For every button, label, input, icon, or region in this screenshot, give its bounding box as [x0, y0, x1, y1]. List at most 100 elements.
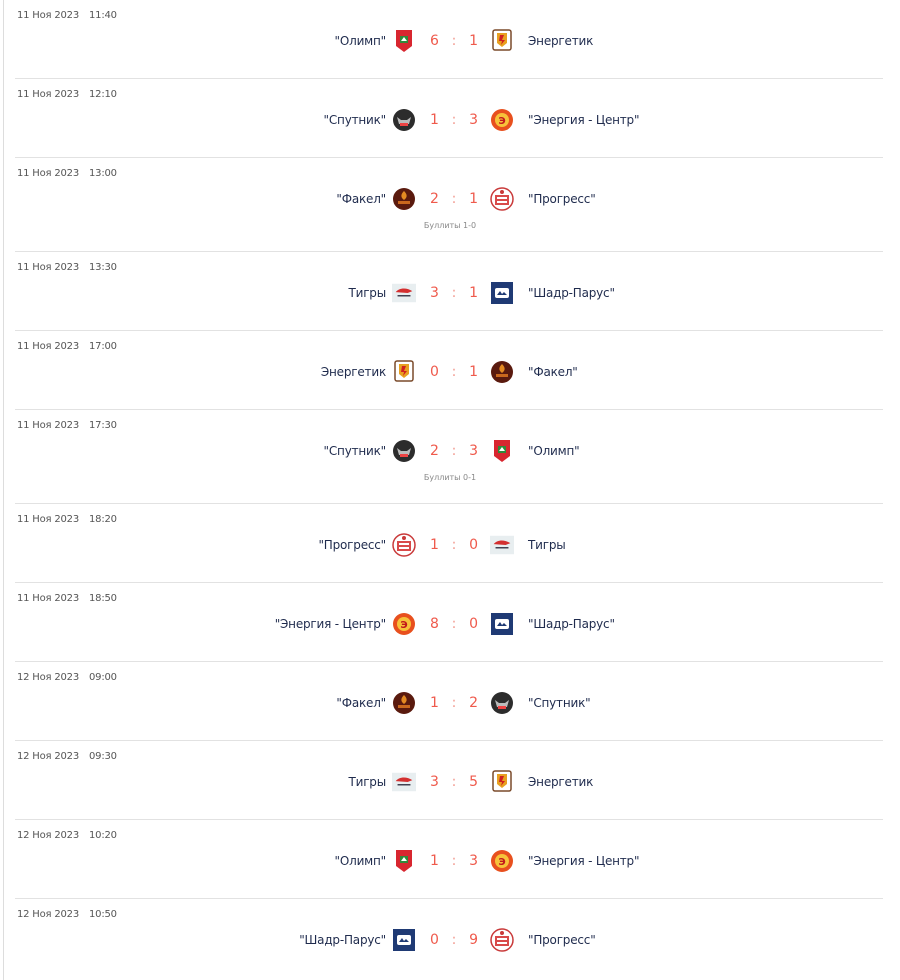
match-row[interactable]: 11 Ноя 2023 13:30 Тигры 3 : 1 "Шадр-Парус…: [15, 252, 883, 331]
away-team-name[interactable]: "Шадр-Парус": [528, 617, 615, 631]
match-date: 11 Ноя 2023: [17, 593, 79, 604]
away-team-name[interactable]: "Прогресс": [528, 933, 596, 947]
progress-logo-icon: [392, 533, 416, 557]
home-team-name[interactable]: Тигры: [348, 286, 386, 300]
away-score: 3: [469, 443, 478, 459]
away-team-name[interactable]: "Шадр-Парус": [528, 286, 615, 300]
match-time: 13:00: [89, 168, 117, 179]
svg-text:Э: Э: [498, 857, 505, 868]
match-time: 12:10: [89, 89, 117, 100]
match-row[interactable]: 12 Ноя 2023 10:50 "Шадр-Парус" 0 : 9 "Про…: [15, 899, 883, 977]
match-time: 18:20: [89, 514, 117, 525]
home-score: 3: [430, 285, 439, 301]
match-line: "Олимп" 1 : 3 Э "Энергия - Центр": [0, 849, 900, 873]
energetik-logo-icon: [490, 770, 514, 794]
match-datetime: 11 Ноя 2023 11:40: [17, 10, 117, 21]
match-date: 11 Ноя 2023: [17, 168, 79, 179]
progress-logo-icon: [490, 187, 514, 211]
match-score: 0 : 9: [424, 932, 484, 948]
away-score: 3: [469, 853, 478, 869]
shootout-result: Буллиты 1-0: [423, 221, 477, 230]
match-date: 12 Ноя 2023: [17, 909, 79, 920]
home-team-name[interactable]: "Олимп": [334, 34, 387, 48]
home-team-name[interactable]: "Спутник": [323, 444, 387, 458]
shadr-logo-icon: [490, 281, 514, 305]
match-time: 13:30: [89, 262, 117, 273]
away-team-name[interactable]: "Прогресс": [528, 192, 596, 206]
home-team-name[interactable]: "Олимп": [334, 854, 387, 868]
away-team-name[interactable]: "Факел": [528, 365, 578, 379]
home-team-name[interactable]: "Спутник": [323, 113, 387, 127]
match-datetime: 12 Ноя 2023 09:30: [17, 751, 117, 762]
home-score: 1: [430, 853, 439, 869]
match-datetime: 12 Ноя 2023 10:50: [17, 909, 117, 920]
away-score: 1: [469, 364, 478, 380]
energetik-logo-icon: [392, 360, 416, 384]
match-row[interactable]: 12 Ноя 2023 09:00 "Факел" 1 : 2 "Спутник": [15, 662, 883, 741]
olimp-logo-icon: [490, 439, 514, 463]
home-score: 1: [430, 537, 439, 553]
match-time: 10:50: [89, 909, 117, 920]
away-team-name[interactable]: "Олимп": [528, 444, 580, 458]
energiya-logo-icon: Э: [490, 849, 514, 873]
home-team-name[interactable]: "Энергия - Центр": [274, 617, 387, 631]
away-score: 3: [469, 112, 478, 128]
away-score: 2: [469, 695, 478, 711]
score-separator: :: [451, 537, 457, 553]
home-team-name[interactable]: Энергетик: [320, 365, 386, 379]
home-score: 1: [430, 112, 439, 128]
match-row[interactable]: 12 Ноя 2023 09:30 Тигры 3 : 5 Энергетик: [15, 741, 883, 820]
home-team-name[interactable]: "Прогресс": [318, 538, 386, 552]
match-line: "Факел" 2 : 1 "Прогресс": [0, 187, 900, 211]
away-team-name[interactable]: "Энергия - Центр": [528, 113, 640, 127]
sputnik-logo-icon: [392, 439, 416, 463]
match-score: 1 : 2: [424, 695, 484, 711]
away-score: 9: [469, 932, 478, 948]
match-line: "Спутник" 1 : 3 Э "Энергия - Центр": [0, 108, 900, 132]
sputnik-logo-icon: [490, 691, 514, 715]
match-row[interactable]: 12 Ноя 2023 10:20 "Олимп" 1 : 3 Э "Энерги…: [15, 820, 883, 899]
away-team-name[interactable]: "Спутник": [528, 696, 591, 710]
match-datetime: 12 Ноя 2023 09:00: [17, 672, 117, 683]
match-score: 0 : 1: [424, 364, 484, 380]
match-score: 6 : 1: [424, 33, 484, 49]
svg-text:Э: Э: [400, 620, 407, 631]
tigry-logo-icon: [490, 533, 514, 557]
away-team-name[interactable]: Энергетик: [528, 775, 594, 789]
home-team-name[interactable]: "Факел": [336, 192, 386, 206]
home-team-name[interactable]: "Шадр-Парус": [299, 933, 386, 947]
olimp-logo-icon: [392, 29, 416, 53]
match-date: 11 Ноя 2023: [17, 10, 79, 21]
away-team-name[interactable]: Энергетик: [528, 34, 594, 48]
match-datetime: 11 Ноя 2023 18:20: [17, 514, 117, 525]
match-line: "Прогресс" 1 : 0 Тигры: [0, 533, 900, 557]
match-row[interactable]: 11 Ноя 2023 18:20 "Прогресс" 1 : 0 Тигры: [15, 504, 883, 583]
match-date: 12 Ноя 2023: [17, 751, 79, 762]
away-score: 0: [469, 616, 478, 632]
match-time: 10:20: [89, 830, 117, 841]
energiya-logo-icon: Э: [392, 612, 416, 636]
tigry-logo-icon: [392, 281, 416, 305]
away-team-name[interactable]: "Энергия - Центр": [528, 854, 640, 868]
match-time: 09:00: [89, 672, 117, 683]
match-row[interactable]: 11 Ноя 2023 17:30 "Спутник" 2 : 3 "Олимп"…: [15, 410, 883, 504]
home-team-name[interactable]: Тигры: [348, 775, 386, 789]
match-row[interactable]: 11 Ноя 2023 13:00 "Факел" 2 : 1 "Прогресс…: [15, 158, 883, 252]
match-row[interactable]: 11 Ноя 2023 12:10 "Спутник" 1 : 3 Э "Энер…: [15, 79, 883, 158]
match-line: Тигры 3 : 1 "Шадр-Парус": [0, 281, 900, 305]
home-team-name[interactable]: "Факел": [336, 696, 386, 710]
match-score: 3 : 5: [424, 774, 484, 790]
match-row[interactable]: 11 Ноя 2023 17:00 Энергетик 0 : 1 "Факел": [15, 331, 883, 410]
away-team-name[interactable]: Тигры: [528, 538, 566, 552]
match-date: 12 Ноя 2023: [17, 672, 79, 683]
score-separator: :: [451, 112, 457, 128]
tigry-logo-icon: [392, 770, 416, 794]
score-separator: :: [451, 695, 457, 711]
score-separator: :: [451, 33, 457, 49]
match-datetime: 11 Ноя 2023 17:00: [17, 341, 117, 352]
match-row[interactable]: 11 Ноя 2023 18:50 "Энергия - Центр" Э 8 :…: [15, 583, 883, 662]
match-time: 17:30: [89, 420, 117, 431]
match-row[interactable]: 11 Ноя 2023 11:40 "Олимп" 6 : 1 Энергетик: [15, 0, 883, 79]
olimp-logo-icon: [392, 849, 416, 873]
match-time: 17:00: [89, 341, 117, 352]
